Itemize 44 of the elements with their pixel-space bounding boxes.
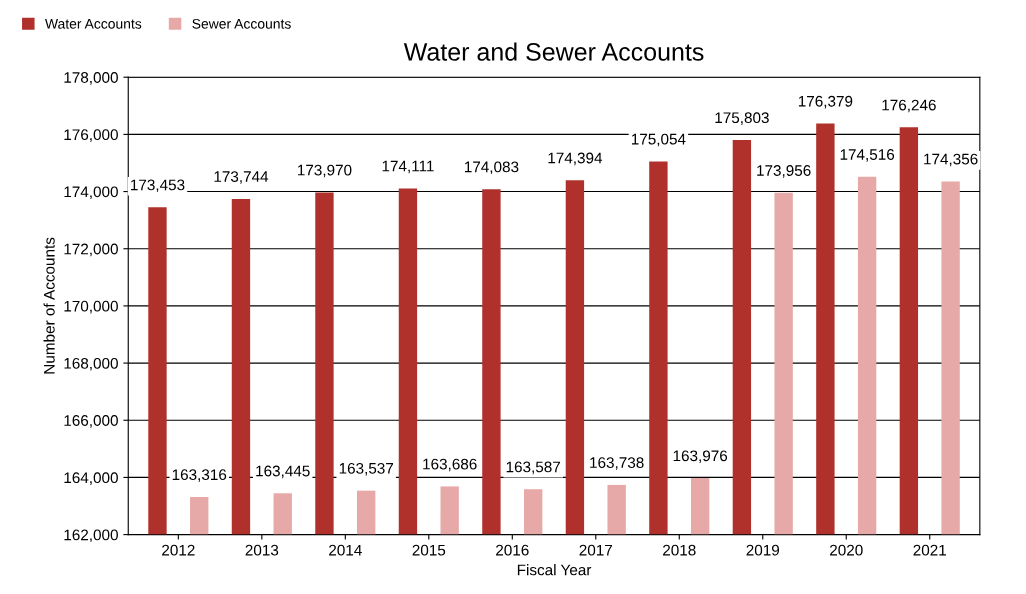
y-axis-title: Number of Accounts bbox=[43, 237, 55, 374]
x-tick-label: 2021 bbox=[913, 544, 946, 556]
data-label: 163,976 bbox=[673, 450, 728, 464]
x-tick-label: 2012 bbox=[162, 544, 195, 556]
x-tick-label: 2019 bbox=[746, 544, 780, 556]
y-tick-label: 168,000 bbox=[64, 357, 118, 371]
data-label: 163,537 bbox=[339, 462, 394, 476]
data-label: 173,970 bbox=[298, 164, 352, 178]
data-label: 174,111 bbox=[382, 160, 434, 174]
x-tick-label: 2017 bbox=[579, 544, 613, 556]
data-label: 174,356 bbox=[924, 153, 978, 167]
y-tick-label: 166,000 bbox=[64, 415, 118, 428]
y-tick-label: 174,000 bbox=[64, 186, 118, 200]
x-tick-label: 2018 bbox=[663, 544, 696, 556]
data-label: 173,956 bbox=[757, 165, 811, 178]
data-label: 173,453 bbox=[131, 179, 185, 193]
legend-label: Water Accounts bbox=[45, 19, 142, 29]
data-label: 174,516 bbox=[840, 149, 895, 162]
data-label: 163,316 bbox=[172, 469, 227, 482]
y-tick-label: 162,000 bbox=[64, 529, 118, 543]
data-label: 176,246 bbox=[882, 99, 936, 113]
y-tick-label: 170,000 bbox=[64, 300, 118, 314]
x-tick-label: 2014 bbox=[329, 544, 362, 556]
data-label: 173,744 bbox=[214, 171, 269, 184]
data-label: 175,803 bbox=[715, 112, 769, 125]
data-label: 176,379 bbox=[798, 95, 853, 109]
data-label: 163,738 bbox=[590, 457, 644, 470]
data-label: 175,054 bbox=[631, 133, 686, 147]
legend-label: Sewer Accounts bbox=[192, 18, 291, 29]
data-label: 174,083 bbox=[464, 161, 519, 175]
x-tick-label: 2015 bbox=[412, 544, 446, 556]
x-tick-label: 2016 bbox=[496, 544, 529, 556]
data-label: 163,587 bbox=[506, 461, 561, 475]
y-tick-label: 176,000 bbox=[64, 129, 118, 142]
y-tick-label: 164,000 bbox=[64, 472, 118, 485]
data-label: 174,394 bbox=[548, 152, 603, 166]
data-label: 163,445 bbox=[256, 465, 310, 479]
chart-title: Water and Sewer Accounts bbox=[403, 42, 704, 61]
data-label: 163,686 bbox=[423, 458, 477, 472]
y-tick-label: 178,000 bbox=[64, 72, 118, 85]
x-tick-label: 2013 bbox=[245, 544, 279, 556]
x-axis-title: Fiscal Year bbox=[517, 564, 592, 576]
y-tick-label: 172,000 bbox=[64, 243, 118, 257]
x-tick-label: 2020 bbox=[830, 544, 863, 556]
